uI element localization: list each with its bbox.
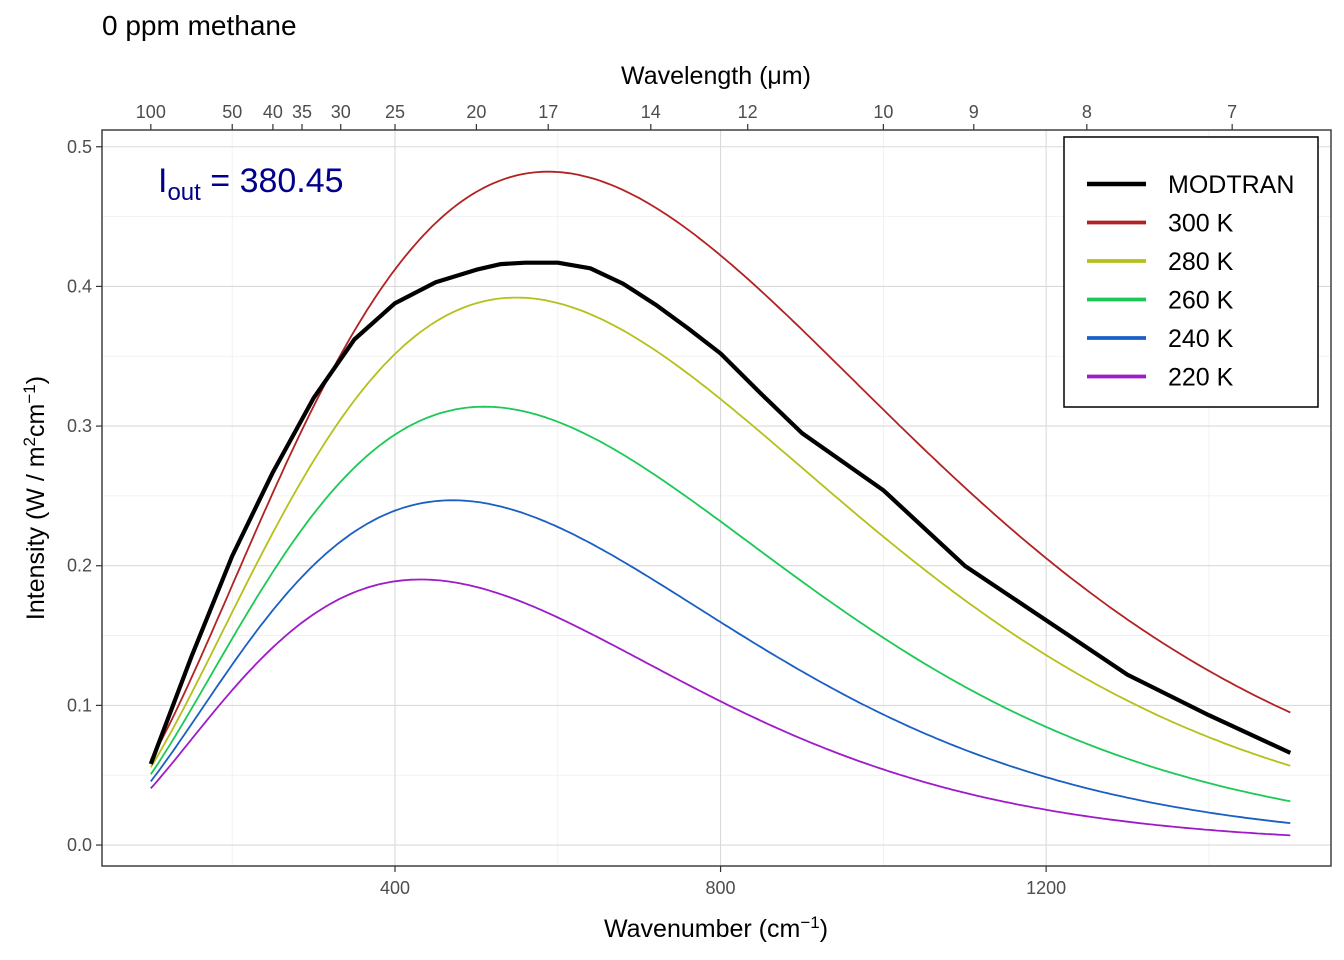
y-tick-label: 0.5 — [67, 137, 92, 157]
top-tick-label: 50 — [222, 102, 242, 122]
top-tick-label: 35 — [292, 102, 312, 122]
series-260k-line — [150, 405, 1291, 803]
top-tick-label: 20 — [466, 102, 486, 122]
x-tick-label: 400 — [380, 878, 410, 898]
top-axis: 100 50 40 35 30 25 20 17 14 12 10 9 8 7 — [136, 102, 1237, 130]
top-tick-label: 25 — [385, 102, 405, 122]
legend-label: 300 K — [1168, 210, 1234, 238]
top-tick-label: 9 — [969, 102, 979, 122]
legend-label: 260 K — [1168, 287, 1234, 315]
legend-label: MODTRAN — [1168, 171, 1294, 199]
y-axis-title: Intensity (W / m2cm−1) — [20, 376, 50, 620]
x-tick-label: 1200 — [1026, 878, 1066, 898]
series-240k-line — [150, 499, 1291, 824]
chart-title: 0 ppm methane — [102, 10, 297, 41]
plot-border — [101, 129, 1332, 867]
top-tick-label: 100 — [136, 102, 166, 122]
top-tick-label: 17 — [538, 102, 558, 122]
y-tick-label: 0.3 — [67, 416, 92, 436]
series-modtran-line — [148, 260, 1292, 765]
top-tick-label: 40 — [263, 102, 283, 122]
legend-label: 240 K — [1168, 325, 1234, 353]
top-tick-label: 10 — [873, 102, 893, 122]
grid-major — [102, 130, 1331, 866]
series-220k-line — [150, 578, 1291, 837]
top-tick-label: 8 — [1082, 102, 1092, 122]
series-280k-line — [150, 296, 1291, 768]
top-axis-title: Wavelength (μm) — [621, 62, 811, 90]
legend-label: 220 K — [1168, 364, 1234, 392]
top-tick-label: 12 — [738, 102, 758, 122]
series-300k-line — [150, 170, 1291, 761]
top-tick-label: 7 — [1227, 102, 1237, 122]
series-layer — [148, 170, 1292, 837]
legend: MODTRAN 300 K 280 K 260 K 240 K 220 K — [1063, 136, 1319, 408]
iout-annotation: Iout = 380.45 — [158, 162, 344, 206]
y-tick-label: 0.0 — [67, 835, 92, 855]
y-tick-label: 0.1 — [67, 695, 92, 715]
y-tick-label: 0.2 — [67, 556, 92, 576]
x-axis-title: Wavenumber (cm−1) — [604, 913, 828, 943]
legend-label: 280 K — [1168, 248, 1234, 276]
top-tick-label: 30 — [331, 102, 351, 122]
y-tick-label: 0.4 — [67, 276, 92, 296]
top-tick-label: 14 — [641, 102, 661, 122]
x-tick-label: 800 — [706, 878, 736, 898]
x-axis: 400 800 1200 — [380, 866, 1066, 898]
y-axis: 0.0 0.1 0.2 0.3 0.4 0.5 — [67, 137, 102, 855]
